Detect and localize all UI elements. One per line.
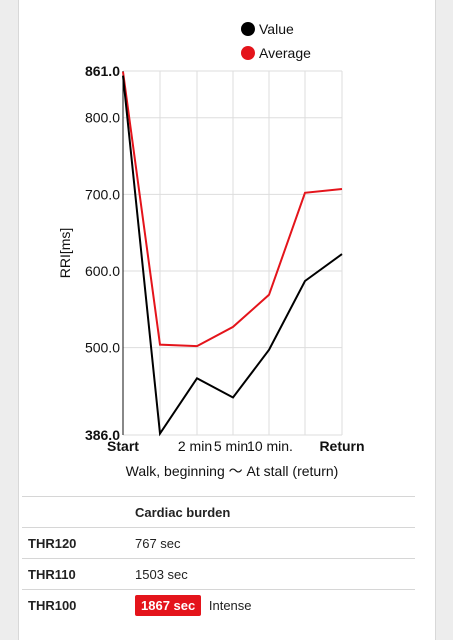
x-axis-title: Walk, beginning 〜 At stall (return) bbox=[126, 463, 339, 479]
table-header-blank bbox=[22, 496, 135, 528]
row-note: Intense bbox=[208, 597, 252, 613]
table-header-cardiac-burden: Cardiac burden bbox=[135, 496, 415, 528]
y-tick-label: 386.0 bbox=[85, 427, 120, 443]
x-tick-label: Start bbox=[107, 438, 139, 454]
table-row: THR100 1867 sec Intense bbox=[22, 589, 415, 620]
x-tick-label: 2 min bbox=[178, 438, 212, 454]
table-header-row: Cardiac burden bbox=[22, 496, 415, 528]
series-line-average bbox=[122, 71, 343, 348]
legend-label-average: Average bbox=[259, 45, 311, 61]
intense-badge: 1867 sec bbox=[135, 594, 202, 616]
row-value-cell: 1867 sec Intense bbox=[135, 589, 415, 620]
legend-marker-average bbox=[241, 46, 255, 60]
legend-label-value: Value bbox=[259, 21, 294, 37]
x-tick-label: 10 min. bbox=[247, 438, 293, 454]
series-line-value bbox=[122, 75, 343, 437]
y-tick-label: 600.0 bbox=[85, 263, 120, 279]
x-tick-label: Return bbox=[319, 438, 364, 454]
row-label: THR120 bbox=[22, 527, 135, 559]
legend-marker-value bbox=[241, 22, 255, 36]
y-tick-label: 500.0 bbox=[85, 340, 120, 356]
row-label: THR110 bbox=[22, 558, 135, 590]
table-row: THR110 1503 sec bbox=[22, 558, 415, 590]
y-axis-title: RRI[ms] bbox=[57, 228, 73, 279]
row-value: 767 sec bbox=[135, 527, 415, 559]
row-label: THR100 bbox=[22, 589, 135, 620]
row-value: 1503 sec bbox=[135, 558, 415, 590]
cardiac-burden-table: Cardiac burden THR120 767 sec THR110 150… bbox=[22, 496, 415, 620]
y-tick-label: 861.0 bbox=[85, 63, 120, 79]
y-tick-label: 800.0 bbox=[85, 110, 120, 126]
x-tick-label: 5 min bbox=[214, 438, 248, 454]
table-row: THR120 767 sec bbox=[22, 527, 415, 559]
y-tick-label: 700.0 bbox=[85, 186, 120, 202]
